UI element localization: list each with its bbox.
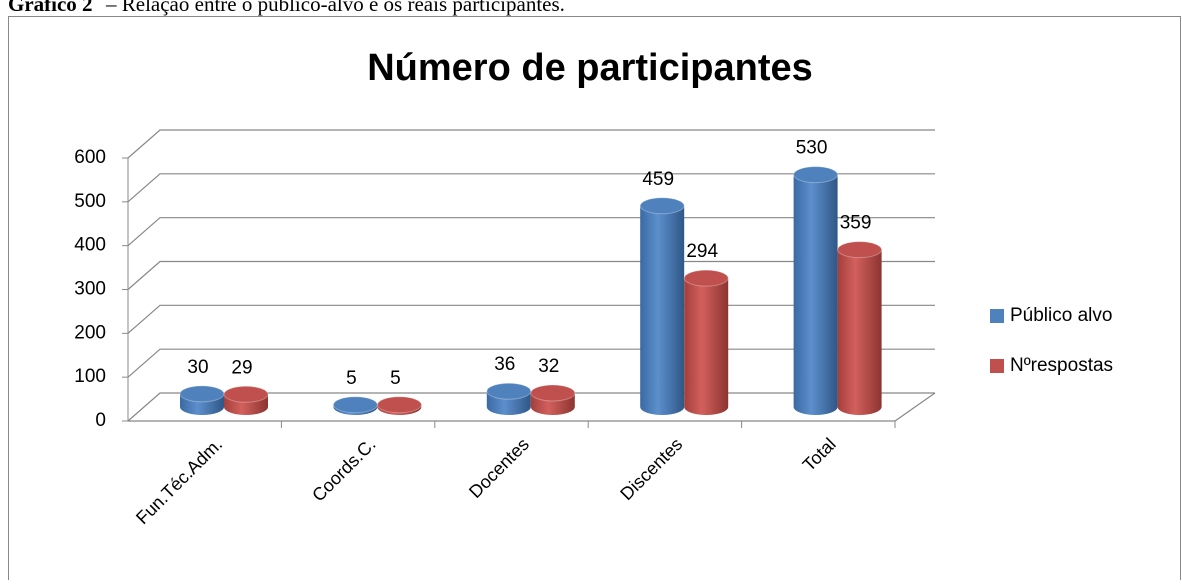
- bar-top: [639, 197, 685, 215]
- bar: [683, 269, 729, 415]
- legend-swatch: [990, 359, 1004, 373]
- grid-line: [127, 173, 935, 203]
- bar-top: [332, 396, 378, 414]
- x-tick-label: Docentes: [465, 434, 533, 502]
- bar: [486, 382, 532, 415]
- chart-border: [8, 16, 1181, 585]
- value-label: 459: [642, 169, 674, 190]
- bar-body: [837, 249, 882, 415]
- value-label: 29: [231, 357, 252, 378]
- bar-top: [837, 241, 883, 259]
- bar: [793, 166, 839, 415]
- y-tick-label: 300: [74, 279, 106, 300]
- bar: [332, 396, 378, 415]
- bar: [179, 385, 225, 415]
- bar-body: [684, 278, 729, 415]
- grid-line: [127, 129, 935, 159]
- bar-top: [530, 384, 576, 402]
- value-label: 36: [494, 354, 515, 375]
- legend-swatch: [990, 309, 1004, 323]
- caption-label: Gráfico 2: [8, 0, 93, 16]
- value-label: 294: [686, 241, 718, 262]
- x-tick-label: Discentes: [616, 434, 686, 504]
- bar-top: [179, 385, 225, 403]
- value-label: 30: [187, 357, 208, 378]
- bar: [639, 197, 685, 415]
- bar-body: [640, 205, 685, 415]
- bar-top: [683, 269, 729, 287]
- bar-top: [793, 166, 839, 184]
- y-tick-label: 0: [95, 410, 106, 431]
- x-tick-label: Fun.Téc.Adm.: [132, 434, 226, 528]
- bar-body: [793, 174, 838, 415]
- value-label: 32: [538, 356, 559, 377]
- x-tick-label: Coords.C.: [308, 434, 379, 505]
- y-tick-label: 100: [74, 366, 106, 387]
- bar-top: [223, 385, 269, 403]
- chart-title: Número de participantes: [367, 47, 813, 89]
- value-label: 530: [796, 138, 828, 159]
- value-label: 5: [346, 368, 357, 389]
- y-tick-label: 600: [74, 147, 106, 168]
- legend-label: Público alvo: [1010, 305, 1112, 326]
- y-tick-label: 500: [74, 191, 106, 212]
- value-label: 359: [840, 213, 872, 234]
- x-tick-label: Total: [799, 434, 840, 475]
- legend-label: Nºrespostas: [1010, 355, 1113, 376]
- y-tick-label: 400: [74, 235, 106, 256]
- bar-top: [486, 382, 532, 400]
- bar: [837, 241, 883, 415]
- y-tick-label: 200: [74, 322, 106, 343]
- caption: – Relação entre o público-alvo e os reai…: [105, 0, 565, 16]
- value-label: 5: [390, 368, 401, 389]
- bar: [376, 396, 422, 415]
- bar: [223, 385, 269, 415]
- bar-top: [376, 396, 422, 414]
- bar: [530, 384, 576, 415]
